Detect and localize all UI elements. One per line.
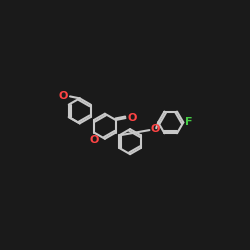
Text: F: F — [185, 118, 193, 128]
Text: O: O — [128, 113, 137, 123]
Text: O: O — [89, 136, 99, 145]
Text: O: O — [59, 92, 68, 102]
Text: O: O — [150, 124, 160, 134]
